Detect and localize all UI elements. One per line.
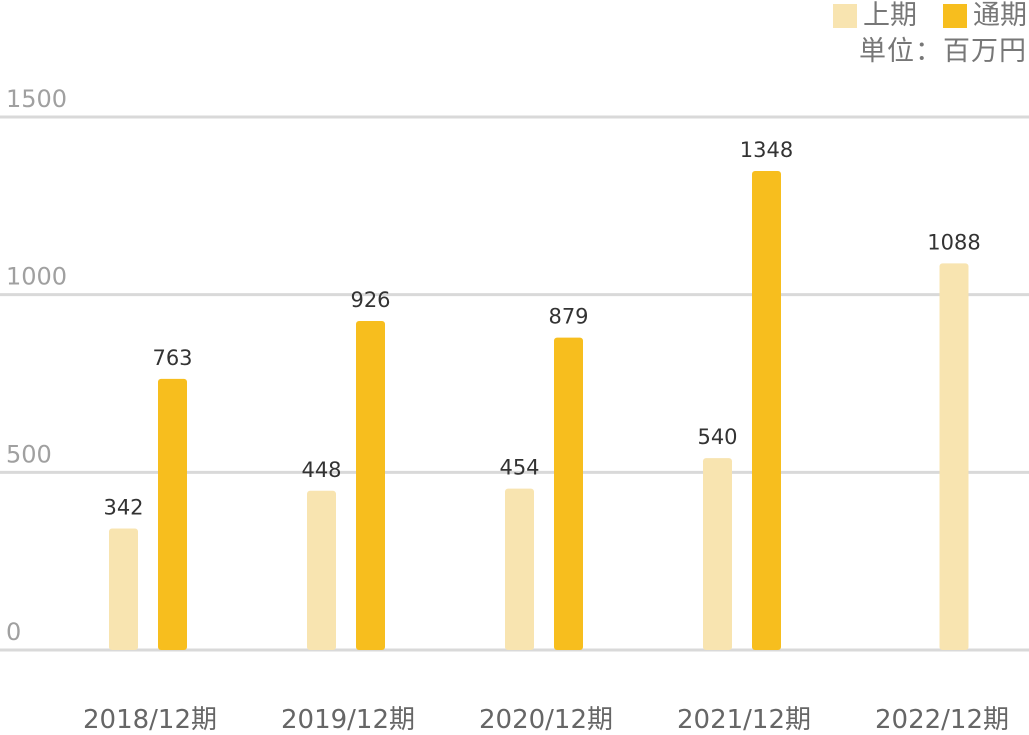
legend-label-full-year: 通期 <box>973 0 1027 31</box>
data-label-first-half-3: 540 <box>697 425 737 449</box>
bar-full-year-1 <box>356 320 385 650</box>
data-label-full-year-0: 763 <box>152 346 192 370</box>
legend-swatch-first-half <box>833 4 857 28</box>
data-label-first-half-0: 342 <box>103 495 143 519</box>
bar-full-year-2 <box>554 337 583 650</box>
legend-swatch-full-year <box>943 4 967 28</box>
data-label-full-year-1: 926 <box>350 288 390 312</box>
legend: 上期 通期 単位：百万円 <box>807 0 1027 70</box>
bar-full-year-0 <box>158 378 187 650</box>
x-tick-label-1: 2019/12期 <box>281 705 415 735</box>
bar-full-year-3 <box>752 171 781 650</box>
x-tick-label-4: 2022/12期 <box>875 705 1009 735</box>
data-label-first-half-4: 1088 <box>927 230 980 254</box>
data-label-full-year-2: 879 <box>548 305 588 329</box>
legend-item-first-half: 上期 <box>833 0 917 32</box>
bar-first-half-0 <box>109 528 138 650</box>
legend-item-full-year: 通期 <box>943 0 1027 32</box>
legend-label-first-half: 上期 <box>863 0 917 31</box>
bar-first-half-4 <box>939 263 969 650</box>
x-tick-label-0: 2018/12期 <box>83 705 217 735</box>
unit-label: 単位：百万円 <box>859 36 1027 67</box>
y-tick-label-1500: 1500 <box>6 85 67 113</box>
y-tick-label-0: 0 <box>6 618 21 646</box>
x-tick-label-3: 2021/12期 <box>677 705 811 735</box>
data-label-first-half-2: 454 <box>499 456 539 480</box>
bar-first-half-2 <box>505 488 534 650</box>
y-tick-label-1000: 1000 <box>6 263 67 291</box>
data-label-full-year-3: 1348 <box>740 138 793 162</box>
bar-first-half-3 <box>703 458 732 650</box>
data-label-first-half-1: 448 <box>301 458 341 482</box>
bar-first-half-1 <box>307 490 336 650</box>
x-tick-label-2: 2020/12期 <box>479 705 613 735</box>
y-tick-label-500: 500 <box>6 440 52 468</box>
